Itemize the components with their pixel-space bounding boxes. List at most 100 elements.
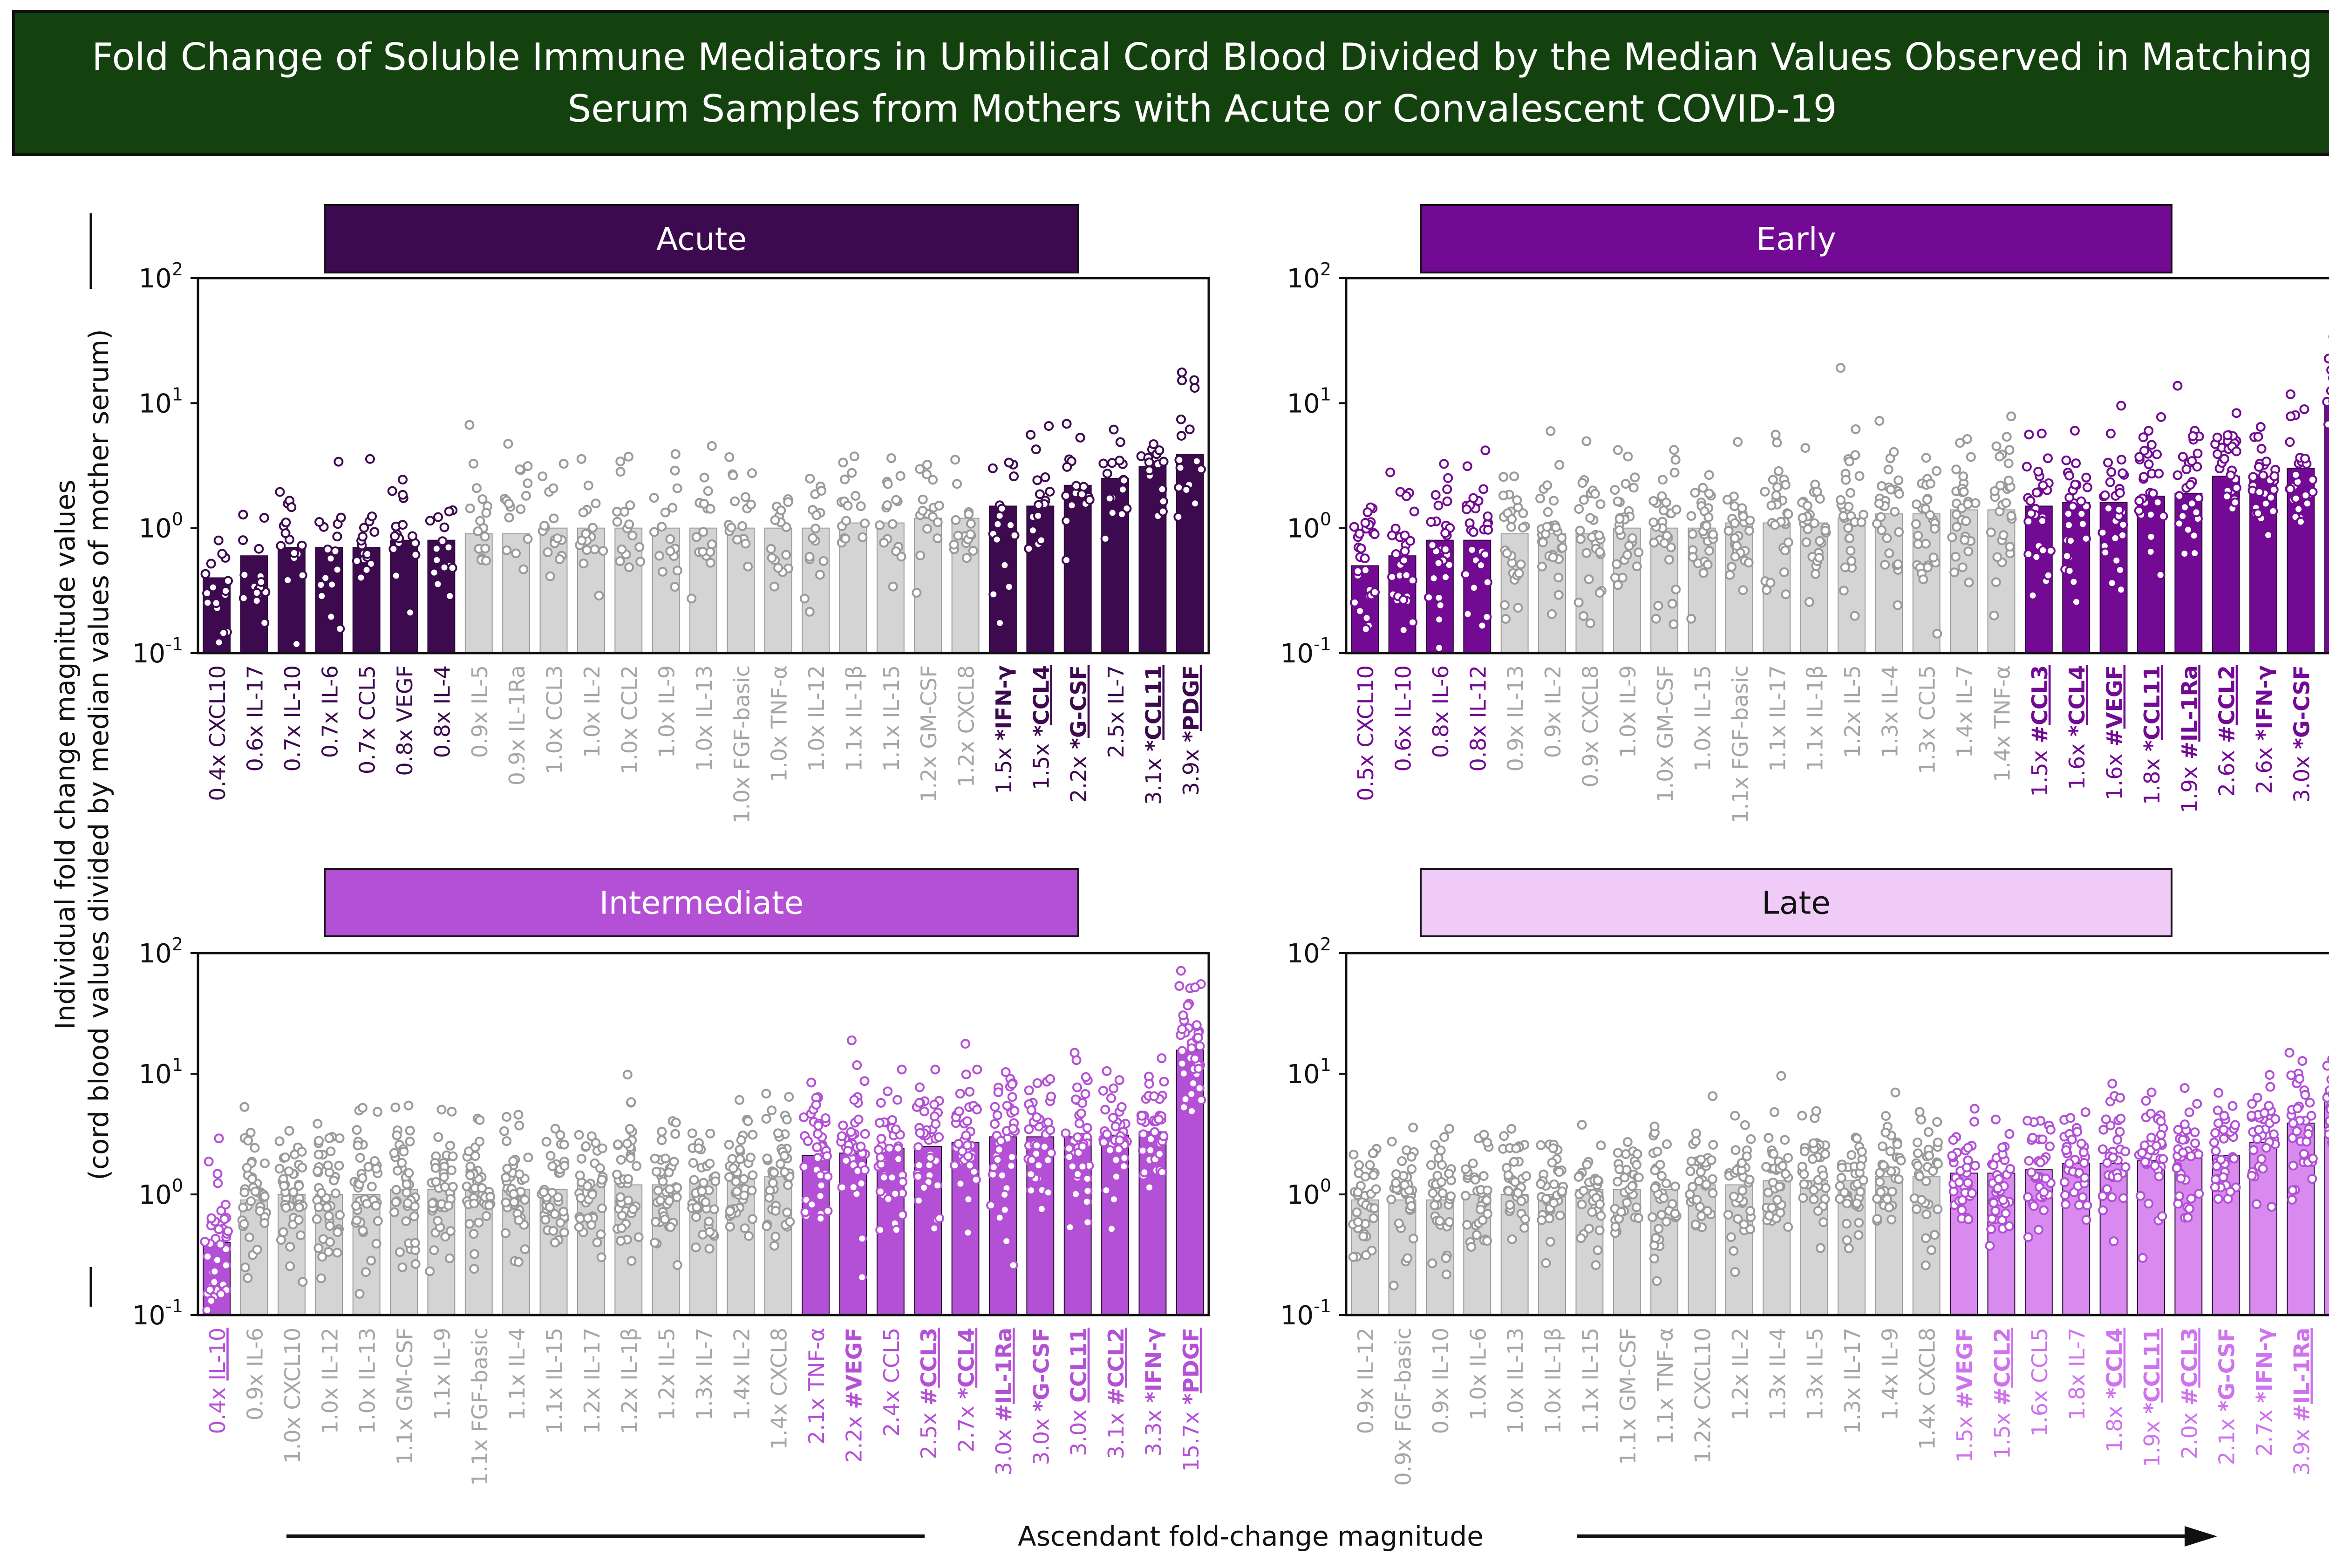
data-point — [1507, 1234, 1517, 1244]
data-point — [1026, 1185, 1036, 1195]
category-label-VEGF: 0.8x VEGF — [392, 665, 417, 776]
data-point — [966, 518, 976, 529]
data-point — [2070, 479, 2080, 490]
data-point — [213, 1178, 223, 1188]
data-point — [1885, 1146, 1895, 1156]
data-point — [1499, 1131, 1509, 1141]
data-point — [2060, 1190, 2070, 1200]
data-point — [276, 1235, 286, 1245]
data-point — [1177, 1058, 1187, 1069]
data-point — [312, 1214, 322, 1224]
data-point — [1596, 1140, 1606, 1151]
data-point — [2065, 1113, 2076, 1123]
data-point — [1482, 577, 1492, 587]
data-point — [625, 500, 635, 511]
data-point — [504, 512, 514, 523]
data-point — [670, 1129, 681, 1139]
data-point — [1075, 432, 1085, 443]
data-point — [1685, 1166, 1696, 1176]
data-point — [705, 558, 715, 568]
category-label-IL-6: 0.7x IL-6 — [317, 665, 342, 758]
data-point — [2081, 472, 2091, 483]
data-point — [2287, 1194, 2297, 1205]
data-point — [1595, 1199, 1605, 1209]
data-point — [1043, 1187, 1053, 1198]
data-point — [2172, 381, 2183, 391]
data-point — [859, 1076, 870, 1086]
data-point — [283, 575, 293, 585]
data-point — [1157, 484, 1167, 494]
data-point — [888, 581, 898, 592]
data-point — [732, 1186, 742, 1197]
data-point — [735, 1145, 745, 1155]
data-point — [541, 1137, 552, 1147]
data-point — [2265, 1070, 2275, 1080]
data-point — [1034, 1160, 1044, 1171]
data-point — [391, 1185, 402, 1195]
data-point — [1460, 1191, 1471, 1201]
data-point — [1798, 1193, 1808, 1203]
data-point — [1369, 529, 1380, 539]
data-point — [2154, 469, 2164, 479]
data-point — [1850, 611, 1860, 621]
data-point — [1595, 547, 1605, 557]
data-point — [2029, 1201, 2039, 1211]
data-point — [1369, 1203, 1380, 1213]
data-point — [731, 1177, 741, 1187]
data-point — [766, 544, 776, 554]
data-point — [705, 504, 715, 514]
data-point — [203, 1251, 213, 1261]
data-point — [1932, 466, 1942, 476]
data-point — [1852, 1133, 1862, 1144]
data-point — [1397, 1156, 1407, 1166]
data-point — [465, 1170, 476, 1180]
data-point — [583, 1213, 593, 1223]
data-point — [1590, 489, 1600, 499]
data-point — [316, 1188, 327, 1198]
data-point — [823, 1172, 833, 1182]
data-point — [1579, 611, 1589, 621]
data-point — [773, 1128, 783, 1139]
data-point — [1743, 558, 1754, 568]
category-label-CCL11: 3.1x *CCL11 — [1141, 665, 1166, 805]
data-point — [365, 454, 375, 464]
data-point — [699, 498, 709, 509]
data-point — [1083, 1217, 1093, 1227]
data-point — [1535, 493, 1546, 504]
data-point — [1610, 485, 1620, 495]
data-point — [2288, 1133, 2298, 1143]
data-point — [672, 483, 682, 493]
category-label-IL-4: 0.8x IL-4 — [429, 665, 455, 758]
y-tick-label: 101 — [139, 1055, 183, 1090]
data-point — [2107, 1078, 2118, 1089]
data-point — [1798, 513, 1808, 523]
data-point — [465, 503, 475, 513]
data-point — [1918, 574, 1928, 585]
data-point — [2037, 516, 2048, 526]
data-point — [2324, 1129, 2329, 1139]
data-point — [247, 1174, 257, 1184]
data-point — [1352, 1207, 1362, 1218]
data-point — [1894, 489, 1904, 499]
data-point — [1890, 1087, 1900, 1098]
data-point — [859, 1165, 870, 1175]
data-point — [1649, 1254, 1659, 1264]
data-point — [538, 471, 548, 482]
data-point — [2286, 1070, 2296, 1080]
data-point — [1442, 484, 1452, 494]
data-point — [1928, 1166, 1938, 1176]
data-point — [1725, 570, 1735, 580]
data-point — [332, 532, 342, 542]
category-label-GM-CSF: 1.1x GM-CSF — [1615, 1328, 1641, 1465]
data-point — [1440, 572, 1451, 582]
data-point — [1437, 1188, 1448, 1198]
data-point — [724, 1172, 734, 1182]
data-point — [2172, 470, 2183, 480]
data-point — [1424, 593, 1434, 603]
data-point — [397, 1158, 407, 1168]
data-point — [1541, 1258, 1551, 1268]
data-point — [250, 1186, 260, 1197]
data-point — [2101, 1114, 2111, 1125]
data-point — [1990, 1114, 2001, 1125]
data-point — [397, 1262, 408, 1273]
